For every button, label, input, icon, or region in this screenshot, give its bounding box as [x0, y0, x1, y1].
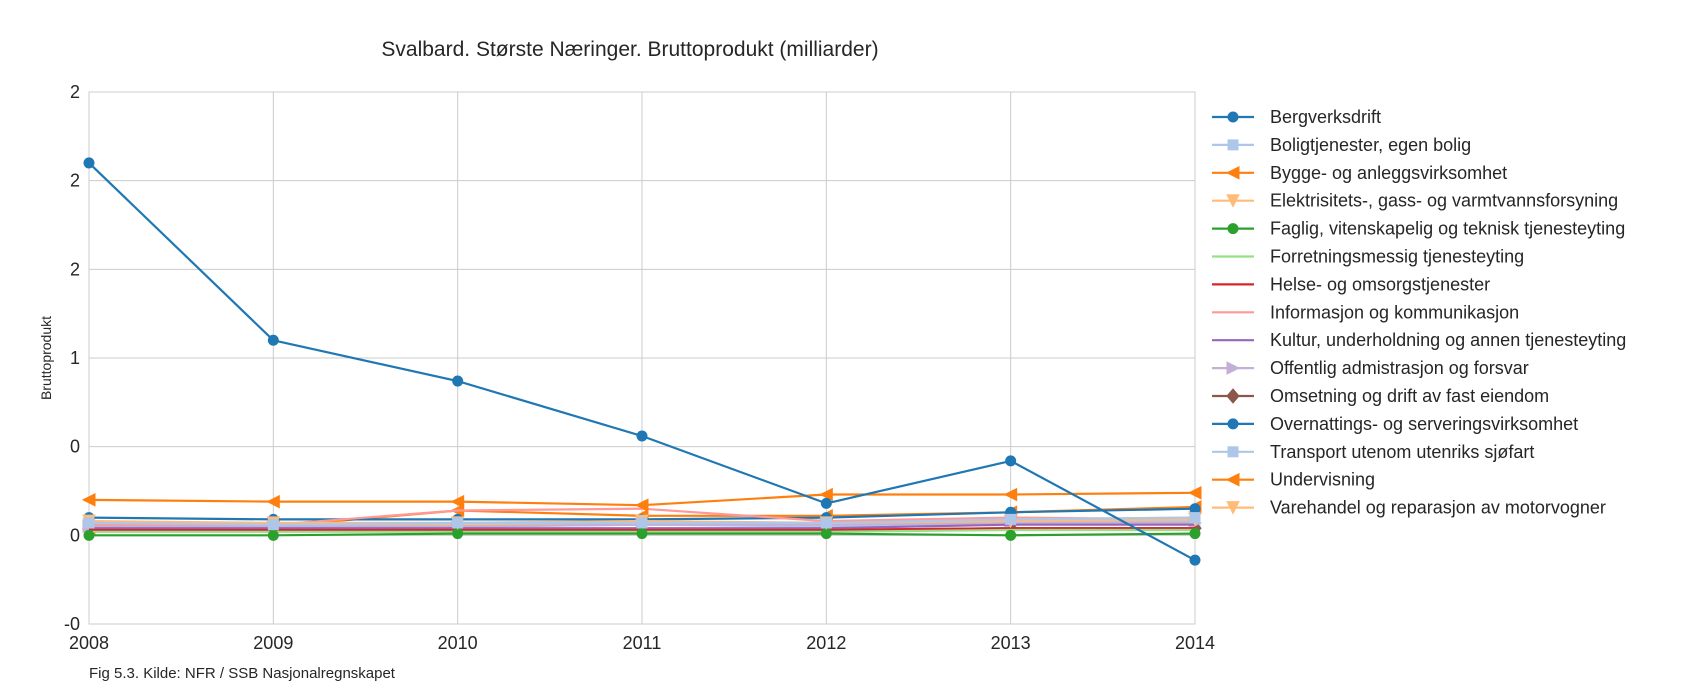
- data-point: [1005, 513, 1017, 525]
- x-tick-label: 2013: [991, 633, 1031, 653]
- legend-label: Informasjon og kommunikasjon: [1270, 302, 1519, 322]
- chart-title: Svalbard. Største Næringer. Bruttoproduk…: [381, 38, 878, 61]
- y-tick-label: 0: [70, 525, 80, 545]
- data-point: [452, 528, 464, 540]
- legend-label: Transport utenom utenriks sjøfart: [1270, 442, 1534, 462]
- legend-entry: Informasjon og kommunikasjon: [1212, 302, 1519, 322]
- y-tick-label: 1: [70, 348, 80, 368]
- legend-label: Boligtjenester, egen bolig: [1270, 135, 1471, 155]
- legend-swatch-marker: [1227, 223, 1239, 235]
- legend-swatch-marker: [1226, 194, 1240, 208]
- data-point: [1003, 487, 1018, 502]
- legend-label: Varehandel og reparasjon av motorvogner: [1270, 498, 1606, 518]
- data-point: [1005, 455, 1017, 467]
- legend-label: Overnattings- og serveringsvirksomhet: [1270, 414, 1578, 434]
- legend: Bergverksdrift Boligtjenester, egen bolig…: [1212, 107, 1626, 518]
- data-point: [820, 528, 832, 540]
- legend-swatch-marker: [1225, 165, 1240, 180]
- data-point: [819, 487, 833, 502]
- legend-label: Faglig, vitenskapelig og teknisk tjenest…: [1270, 219, 1625, 239]
- data-point: [1005, 529, 1017, 541]
- grid: [88, 91, 1196, 625]
- x-axis: 2008 2009 2010 2011 2012 2013 2014: [69, 633, 1215, 653]
- legend-entry: Offentlig admistrasjon og forsvar: [1212, 358, 1529, 378]
- legend-swatch-marker: [1227, 418, 1239, 430]
- data-point: [636, 517, 648, 529]
- series-layer: [81, 157, 1203, 566]
- legend-swatch-marker: [1226, 361, 1241, 375]
- data-point: [83, 517, 95, 529]
- legend-entry: Omsetning og drift av fast eiendom: [1212, 386, 1549, 406]
- legend-entry: Helse- og omsorgstjenester: [1212, 274, 1490, 294]
- data-point: [452, 375, 464, 387]
- data-point: [636, 528, 648, 540]
- legend-label: Helse- og omsorgstjenester: [1270, 274, 1490, 294]
- y-tick-label: -0: [64, 614, 80, 634]
- data-point: [452, 517, 464, 529]
- legend-entry: Elektrisitets-, gass- og varmtvannsforsy…: [1212, 191, 1618, 211]
- legend-swatch-marker: [1227, 446, 1239, 458]
- data-point: [634, 498, 649, 512]
- data-point: [83, 529, 95, 541]
- plot-frame: [88, 91, 1196, 625]
- legend-swatch-marker: [1225, 472, 1240, 487]
- y-tick-label: 0: [70, 437, 80, 457]
- legend-swatch-marker: [1226, 388, 1240, 404]
- data-point: [267, 519, 279, 531]
- legend-entry: Kultur, underholdning og annen tjenestey…: [1212, 330, 1626, 350]
- data-point: [266, 494, 280, 509]
- data-point: [636, 430, 648, 442]
- legend-label: Forretningsmessig tjenesteyting: [1270, 247, 1524, 267]
- x-tick-label: 2012: [806, 633, 846, 653]
- data-point: [1189, 554, 1201, 566]
- x-tick-label: 2014: [1175, 633, 1215, 653]
- figure-caption: Fig 5.3. Kilde: NFR / SSB Nasjonalregnsk…: [89, 665, 396, 682]
- y-axis: -0 0 0 1 2 2 2: [64, 82, 80, 634]
- series-2: [81, 485, 1202, 512]
- legend-entry: Bergverksdrift: [1212, 107, 1381, 127]
- y-tick-label: 2: [70, 82, 80, 102]
- data-point: [820, 497, 832, 509]
- series-1: [83, 512, 1201, 531]
- data-point: [1187, 485, 1202, 500]
- legend-entry: Faglig, vitenskapelig og teknisk tjenest…: [1212, 219, 1625, 239]
- series-0: [83, 157, 1201, 566]
- legend-entry: Overnattings- og serveringsvirksomhet: [1212, 414, 1578, 434]
- y-tick-label: 2: [70, 259, 80, 279]
- legend-label: Offentlig admistrasjon og forsvar: [1270, 358, 1529, 378]
- legend-swatch-marker: [1227, 111, 1239, 123]
- y-tick-label: 2: [70, 171, 80, 191]
- legend-label: Elektrisitets-, gass- og varmtvannsforsy…: [1270, 191, 1618, 211]
- data-point: [1189, 528, 1201, 540]
- x-tick-label: 2011: [623, 633, 662, 653]
- legend-entry: Bygge- og anleggsvirksomhet: [1212, 163, 1507, 183]
- x-tick-label: 2010: [438, 633, 478, 653]
- legend-label: Bygge- og anleggsvirksomhet: [1270, 163, 1507, 183]
- legend-swatch-marker: [1227, 139, 1239, 151]
- legend-label: Omsetning og drift av fast eiendom: [1270, 386, 1549, 406]
- legend-entry: Varehandel og reparasjon av motorvogner: [1212, 498, 1606, 518]
- legend-entry: Boligtjenester, egen bolig: [1212, 135, 1471, 155]
- legend-entry: Transport utenom utenriks sjøfart: [1212, 442, 1534, 462]
- x-tick-label: 2008: [69, 633, 109, 653]
- data-point: [83, 157, 95, 169]
- data-point: [450, 494, 465, 509]
- y-axis-label: Bruttoprodukt: [38, 316, 54, 400]
- legend-entry: Undervisning: [1212, 470, 1375, 490]
- data-point: [820, 517, 832, 529]
- x-tick-label: 2009: [253, 633, 293, 653]
- legend-swatch-marker: [1226, 501, 1240, 515]
- legend-entry: Forretningsmessig tjenesteyting: [1212, 247, 1524, 267]
- legend-label: Kultur, underholdning og annen tjenestey…: [1270, 330, 1626, 350]
- data-point: [81, 493, 96, 507]
- series-4: [83, 528, 1201, 541]
- data-point: [267, 529, 279, 541]
- data-point: [1189, 512, 1201, 524]
- legend-label: Undervisning: [1270, 470, 1375, 490]
- data-point: [267, 334, 279, 346]
- legend-label: Bergverksdrift: [1270, 107, 1381, 127]
